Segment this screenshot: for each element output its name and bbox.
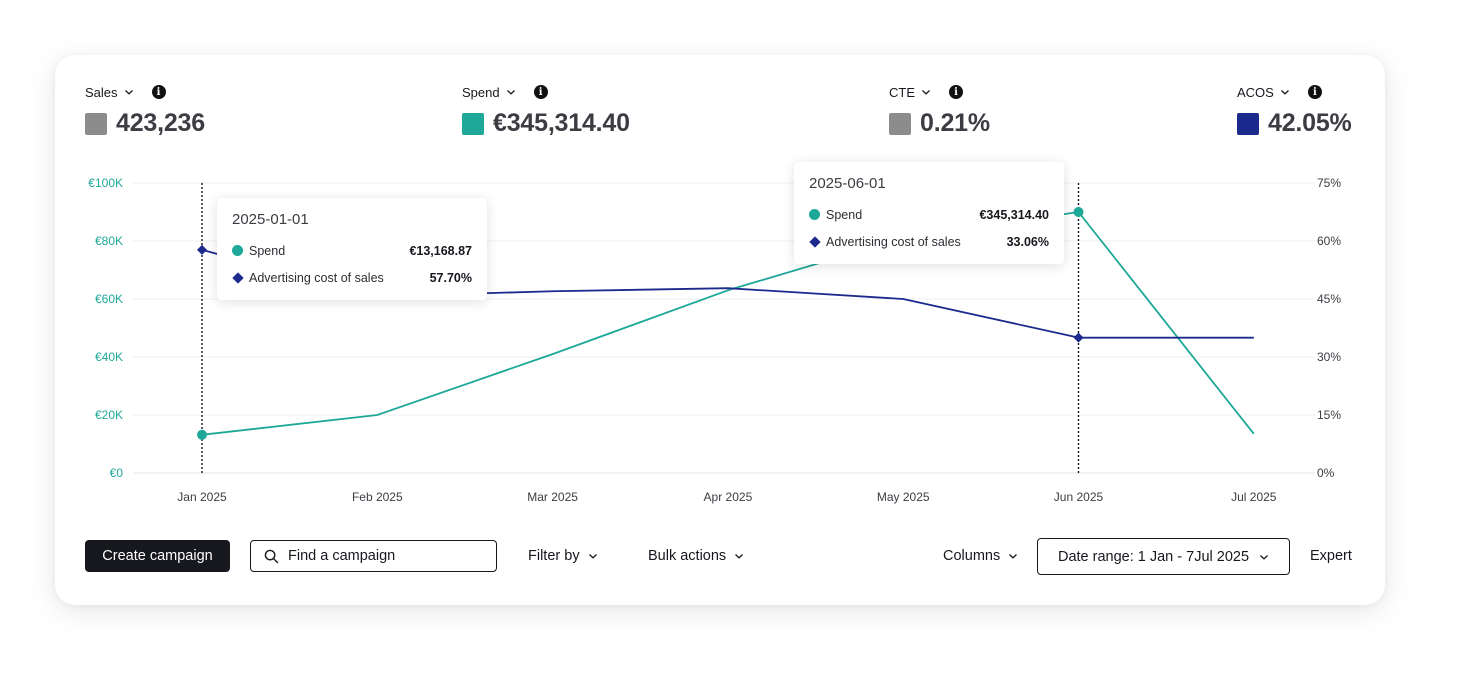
tooltip-row-spend: Spend €345,314.40 xyxy=(809,206,1049,223)
metric-sales-selector[interactable]: Sales i xyxy=(85,83,205,101)
x-tick-label: Apr 2025 xyxy=(704,490,753,504)
metric-acos-swatch xyxy=(1237,112,1259,135)
y-right-tick-label: 15% xyxy=(1317,408,1341,422)
tooltip-value: €345,314.40 xyxy=(979,207,1049,222)
search-icon xyxy=(264,549,279,563)
acos-diamond-icon xyxy=(231,271,244,284)
y-right-tick-label: 30% xyxy=(1317,350,1341,364)
y-right-tick-label: 75% xyxy=(1317,176,1341,190)
date-range-label: Date range: 1 Jan - 7Jul 2025 xyxy=(1057,548,1250,565)
metric-acos-value: 42.05% xyxy=(1268,109,1352,137)
chart-guides xyxy=(201,183,1080,473)
y-left-tick-label: €100K xyxy=(88,176,123,190)
acos-diamond-icon xyxy=(808,235,821,248)
bulk-actions-label: Bulk actions xyxy=(648,548,727,564)
metric-cte: CTE i 0.21% xyxy=(889,83,990,138)
chevron-down-icon xyxy=(506,90,515,95)
metric-sales-label: Sales xyxy=(85,84,118,100)
y-left-tick-label: €60K xyxy=(95,292,123,306)
y-left-tick-label: €80K xyxy=(95,234,123,248)
tooltip-value: €13,168.87 xyxy=(409,243,472,258)
x-tick-label: May 2025 xyxy=(877,490,930,504)
acos-point-marker xyxy=(197,244,207,255)
info-icon[interactable]: i xyxy=(533,85,548,99)
create-campaign-button[interactable]: Create campaign xyxy=(85,540,230,572)
y-left-tick-label: €40K xyxy=(95,350,123,364)
filter-by-label: Filter by xyxy=(528,548,580,564)
tooltip-label: Spend xyxy=(249,243,286,258)
tooltip-label: Advertising cost of sales xyxy=(249,270,384,285)
expert-label: Expert xyxy=(1310,548,1352,564)
bulk-actions-dropdown[interactable]: Bulk actions xyxy=(648,540,744,572)
tooltip-row-spend: Spend €13,168.87 xyxy=(232,242,472,259)
metric-cte-label: CTE xyxy=(889,84,915,100)
expert-toggle[interactable]: Expert xyxy=(1310,540,1352,572)
metric-acos-selector[interactable]: ACOS i xyxy=(1237,83,1352,101)
spend-dot-icon xyxy=(809,209,820,220)
chevron-down-icon xyxy=(124,90,133,95)
x-tick-label: Mar 2025 xyxy=(527,490,578,504)
chevron-down-icon xyxy=(1260,554,1268,560)
info-icon[interactable]: i xyxy=(949,85,963,99)
tooltip-label: Advertising cost of sales xyxy=(826,234,961,249)
search-placeholder: Find a campaign xyxy=(288,548,396,564)
tooltip-jun: 2025-06-01 Spend €345,314.40 Advertising… xyxy=(794,162,1064,264)
metric-spend: Spend i €345,314.40 xyxy=(462,83,630,138)
x-tick-label: Feb 2025 xyxy=(352,490,403,504)
search-input[interactable]: Find a campaign xyxy=(250,540,497,572)
y-right-tick-label: 0% xyxy=(1317,466,1335,480)
info-icon[interactable]: i xyxy=(151,85,166,99)
metric-acos: ACOS i 42.05% xyxy=(1237,83,1352,138)
y-right-tick-label: 60% xyxy=(1317,234,1341,248)
filter-by-dropdown[interactable]: Filter by xyxy=(528,540,598,572)
tooltip-value: 57.70% xyxy=(429,270,472,285)
metric-spend-selector[interactable]: Spend i xyxy=(462,83,630,101)
metric-cte-selector[interactable]: CTE i xyxy=(889,83,990,101)
chart-grid xyxy=(133,182,1315,474)
x-tick-label: Jul 2025 xyxy=(1231,490,1277,504)
metric-spend-label: Spend xyxy=(462,84,500,100)
metric-cte-swatch xyxy=(889,112,911,135)
metric-sales-value: 423,236 xyxy=(116,109,205,137)
spend-point-marker xyxy=(197,429,207,440)
metric-acos-label: ACOS xyxy=(1237,84,1274,100)
chevron-down-icon xyxy=(1280,90,1289,95)
spend-point-marker xyxy=(1073,207,1084,217)
tooltip-row-acos: Advertising cost of sales 33.06% xyxy=(808,233,1049,250)
chevron-down-icon xyxy=(922,90,930,95)
metric-sales-swatch xyxy=(85,112,107,135)
acos-point-marker xyxy=(1073,332,1084,343)
tooltip-jan: 2025-01-01 Spend €13,168.87 Advertising … xyxy=(217,198,487,300)
tooltip-value: 33.06% xyxy=(1006,234,1049,249)
date-range-picker[interactable]: Date range: 1 Jan - 7Jul 2025 xyxy=(1037,538,1290,575)
columns-dropdown[interactable]: Columns xyxy=(943,540,1018,572)
tooltip-label: Spend xyxy=(826,207,863,222)
spend-dot-icon xyxy=(232,245,243,256)
campaign-performance-card: Sales i 423,236 Spend i €345,314.40 CTE … xyxy=(55,55,1385,605)
y-left-tick-label: €20K xyxy=(95,408,123,422)
y-right-tick-label: 45% xyxy=(1317,292,1341,306)
spend-acos-chart: €0 0% €20K 15% €40K 30% €60K 45% €80K 60% €100K 75%… xyxy=(88,176,1341,504)
x-tick-label: Jun 2025 xyxy=(1054,490,1104,504)
metric-cte-value: 0.21% xyxy=(920,109,990,137)
x-tick-label: Jan 2025 xyxy=(177,490,227,504)
columns-label: Columns xyxy=(943,548,1001,564)
chevron-down-icon xyxy=(588,554,597,559)
chart-axes: €0 0% €20K 15% €40K 30% €60K 45% €80K 60% €100K 75%… xyxy=(88,176,1341,504)
metric-sales: Sales i 423,236 xyxy=(85,83,205,138)
chevron-down-icon xyxy=(1009,554,1018,559)
tooltip-row-acos: Advertising cost of sales 57.70% xyxy=(231,269,472,286)
metric-spend-value: €345,314.40 xyxy=(493,109,630,137)
y-left-tick-label: €0 xyxy=(110,466,124,480)
campaign-toolbar: Create campaign Find a campaign Filter b… xyxy=(55,538,1385,575)
metric-spend-swatch xyxy=(462,112,484,135)
info-icon[interactable]: i xyxy=(1307,85,1322,99)
tooltip-date: 2025-01-01 xyxy=(232,211,309,228)
chevron-down-icon xyxy=(735,554,744,559)
tooltip-date: 2025-06-01 xyxy=(809,175,886,192)
